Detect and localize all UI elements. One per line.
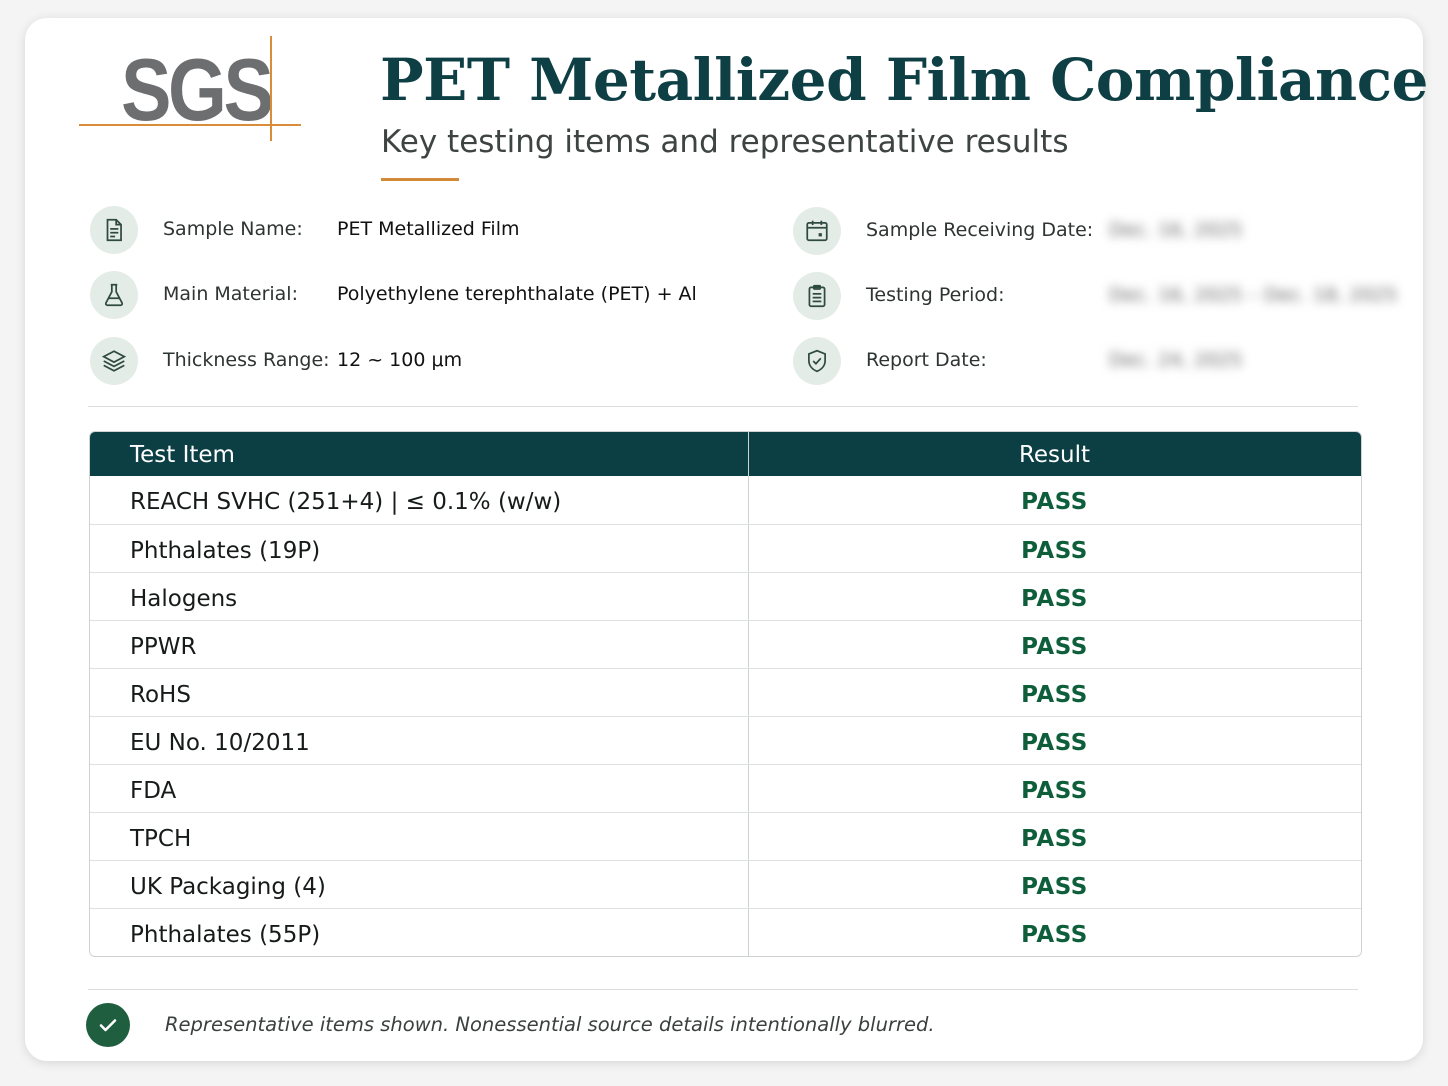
test-item: PPWR <box>130 634 197 660</box>
info-label: Report Date: <box>866 349 987 371</box>
info-value: Polyethylene terephthalate (PET) + Al <box>337 283 697 305</box>
table-row: Phthalates (19P) PASS <box>90 524 1361 573</box>
table-header: Test Item Result <box>90 432 1361 476</box>
test-item: RoHS <box>130 682 191 708</box>
info-value-blurred: Dec. 24, 2025 <box>1109 349 1243 371</box>
result-pass: PASS <box>1021 874 1088 900</box>
info-sample-name: Sample Name: PET Metallized Film <box>90 206 740 256</box>
result-pass: PASS <box>1021 730 1088 756</box>
table-row: FDA PASS <box>90 764 1361 813</box>
column-divider <box>748 432 749 956</box>
info-label: Sample Name: <box>163 218 303 240</box>
table-row: EU No. 10/2011 PASS <box>90 716 1361 765</box>
info-label: Thickness Range: <box>163 349 330 371</box>
flask-icon <box>90 271 138 319</box>
test-item: Phthalates (19P) <box>130 538 321 564</box>
check-circle-icon <box>86 1003 130 1047</box>
info-label: Testing Period: <box>866 284 1005 306</box>
result-pass: PASS <box>1021 634 1088 660</box>
info-value: 12 ~ 100 μm <box>337 349 463 371</box>
info-main-material: Main Material: Polyethylene terephthalat… <box>90 271 740 321</box>
info-report-date: Report Date: Dec. 24, 2025 <box>793 337 1393 387</box>
table-row: PPWR PASS <box>90 620 1361 669</box>
result-pass: PASS <box>1021 538 1088 564</box>
table-row: UK Packaging (4) PASS <box>90 860 1361 909</box>
results-table: Test Item Result REACH SVHC (251+4) | ≤ … <box>89 431 1362 957</box>
sgs-logo: SGS <box>79 36 309 146</box>
test-item: REACH SVHC (251+4) | ≤ 0.1% (w/w) <box>130 489 562 515</box>
result-pass: PASS <box>1021 922 1088 948</box>
document-icon <box>90 206 138 254</box>
info-value-blurred: Dec. 16, 2025 <box>1109 219 1243 241</box>
test-item: TPCH <box>130 826 192 852</box>
test-item: Halogens <box>130 586 238 612</box>
test-item: UK Packaging (4) <box>130 874 326 900</box>
info-label: Main Material: <box>163 283 298 305</box>
info-testing-period: Testing Period: Dec. 16, 2025 – Dec. 18,… <box>793 272 1398 322</box>
table-row: REACH SVHC (251+4) | ≤ 0.1% (w/w) PASS <box>90 476 1361 524</box>
divider <box>88 989 1358 990</box>
table-body: REACH SVHC (251+4) | ≤ 0.1% (w/w) PASS P… <box>90 476 1361 956</box>
test-item: Phthalates (55P) <box>130 922 321 948</box>
logo-text: SGS <box>121 40 274 139</box>
result-pass: PASS <box>1021 489 1088 515</box>
result-pass: PASS <box>1021 682 1088 708</box>
test-item: FDA <box>130 778 177 804</box>
title-underline <box>381 178 459 181</box>
info-sample-receiving-date: Sample Receiving Date: Dec. 16, 2025 <box>793 207 1393 257</box>
logo-horizontal-line <box>79 124 301 126</box>
report-card: SGS PET Metallized Film Compliance Key t… <box>25 18 1428 1061</box>
calendar-icon <box>793 207 841 255</box>
page-subtitle: Key testing items and representative res… <box>381 124 1069 160</box>
logo-vertical-line <box>270 36 272 141</box>
info-thickness-range: Thickness Range: 12 ~ 100 μm <box>90 337 740 387</box>
table-row: TPCH PASS <box>90 812 1361 861</box>
result-pass: PASS <box>1021 826 1088 852</box>
table-row: Phthalates (55P) PASS <box>90 908 1361 956</box>
header-test-item: Test Item <box>130 442 235 468</box>
test-item: EU No. 10/2011 <box>130 730 310 756</box>
page-title: PET Metallized Film Compliance <box>380 46 1428 114</box>
table-row: Halogens PASS <box>90 572 1361 621</box>
info-value-blurred: Dec. 16, 2025 – Dec. 18, 2025 <box>1109 284 1398 306</box>
clipboard-icon <box>793 272 841 320</box>
divider <box>88 406 1358 407</box>
result-pass: PASS <box>1021 778 1088 804</box>
layers-icon <box>90 337 138 385</box>
info-label: Sample Receiving Date: <box>866 219 1094 241</box>
header-result: Result <box>1018 442 1091 468</box>
info-value: PET Metallized Film <box>337 218 520 240</box>
table-row: RoHS PASS <box>90 668 1361 717</box>
result-pass: PASS <box>1021 586 1088 612</box>
shield-check-icon <box>793 337 841 385</box>
footer-note: Representative items shown. Nonessential… <box>165 1013 935 1036</box>
